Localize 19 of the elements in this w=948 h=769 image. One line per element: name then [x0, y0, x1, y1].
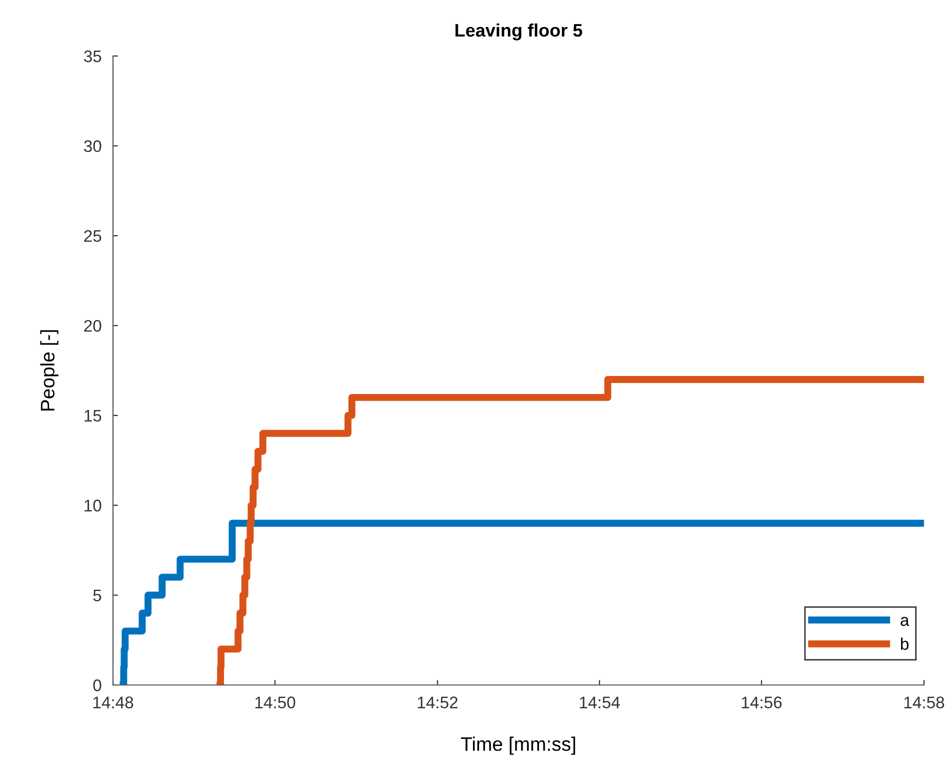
- y-tick-label: 5: [93, 590, 102, 602]
- x-tick-label: 14:50: [255, 696, 296, 708]
- x-tick-label: 14:52: [418, 696, 458, 708]
- y-tick-label: 0: [93, 679, 102, 692]
- legend-label: b: [901, 638, 909, 650]
- x-tick-label: 14:56: [742, 696, 782, 708]
- x-tick-label: 14:58: [904, 696, 944, 708]
- x-axis-title: Time [mm:ss]: [460, 736, 576, 755]
- y-tick-label: 30: [84, 140, 102, 152]
- y-tick-label: 20: [84, 320, 102, 332]
- y-tick-label: 10: [84, 500, 102, 512]
- chart-title: Leaving floor 5: [456, 23, 582, 40]
- y-axis-title: People [-]: [40, 330, 58, 411]
- y-tick-label: 15: [84, 410, 102, 422]
- x-tick-label: 14:48: [93, 696, 134, 708]
- y-tick-label: 25: [84, 230, 102, 242]
- x-tick-label: 14:54: [580, 696, 620, 708]
- legend-label: a: [900, 616, 910, 626]
- y-tick-label: 35: [84, 50, 102, 62]
